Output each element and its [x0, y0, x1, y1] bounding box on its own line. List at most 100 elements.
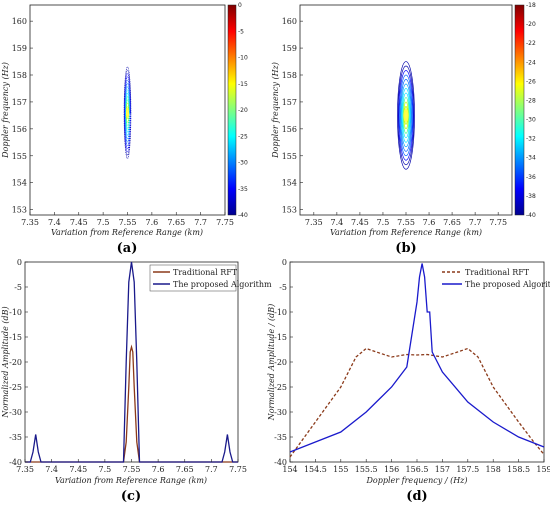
contour-ring	[402, 92, 410, 139]
y-tick-label: 153	[282, 206, 297, 215]
colorbar-tick-label: -36	[526, 174, 536, 181]
panel-d-legend: Traditional RFT The proposed Algorithm	[442, 268, 550, 289]
panel-c-yticks: 0 -5 -10 -15 -20 -25 -30 -35 -40	[9, 258, 28, 467]
panel-c-legend-rft: Traditional RFT	[173, 268, 238, 277]
x-tick-label: 7.65	[167, 218, 185, 227]
panel-b-xticks: 7.35 7.4 7.45 7.5 7.55 7.6 7.65 7.7 7.75	[305, 212, 507, 227]
x-tick-label: 7.35	[16, 465, 34, 474]
panel-d-xticks: 154 154.5 155 155.5 156 156.5 157 157.5 158 158.5…	[282, 459, 550, 474]
series-line-proposed	[289, 263, 545, 453]
x-tick-label: 157	[435, 465, 450, 474]
colorbar-tick-label: -24	[526, 59, 536, 66]
colorbar-tick-label: -30	[238, 160, 248, 167]
contour-ring	[399, 74, 413, 157]
panel-b-colorbar	[514, 4, 525, 216]
contour-ring	[397, 65, 415, 166]
panel-b-colorbar-ticks: -18 -20 -22 -24 -26 -28 -30 -32 -34 -36 -38 -40	[526, 2, 536, 219]
contour-ring	[124, 73, 131, 153]
x-tick-label: 7.65	[176, 465, 194, 474]
x-tick-label: 7.55	[123, 465, 141, 474]
x-tick-label: 7.55	[397, 218, 415, 227]
y-tick-label: -5	[14, 283, 22, 292]
panel-c-frame	[24, 261, 239, 463]
panel-c-xticks: 7.35 7.4 7.45 7.5 7.55 7.6 7.65 7.7 7.75	[16, 459, 247, 474]
panel-d-legend-rft: Traditional RFT	[465, 268, 530, 277]
colorbar-tick-label: -22	[526, 40, 536, 47]
y-tick-label: 156	[282, 125, 297, 134]
contour-ring	[402, 97, 410, 134]
y-tick-label: -25	[274, 383, 287, 392]
y-tick-label: 155	[282, 152, 297, 161]
y-tick-label: 154	[12, 179, 27, 188]
panel-d: 154 154.5 155 155.5 156 156.5 157 157.5 158 158.5…	[267, 258, 550, 504]
y-tick-label: 153	[12, 206, 27, 215]
panel-c-ylabel: Normalized Amplitude (dB)	[1, 306, 10, 418]
x-tick-label: 7.75	[489, 218, 507, 227]
y-tick-label: 155	[12, 152, 27, 161]
x-tick-label: 7.6	[152, 465, 165, 474]
panel-c-xlabel: Variation from Reference Range (km)	[55, 476, 207, 485]
contour-ring	[123, 69, 132, 156]
contour-ring	[397, 61, 415, 170]
colorbar-tick-label: -10	[238, 55, 248, 62]
panel-d-xlabel: Doppler frequency / (Hz)	[365, 476, 467, 485]
x-tick-label: 7.45	[351, 218, 369, 227]
x-tick-label: 156.5	[406, 465, 429, 474]
contour-ring	[124, 79, 131, 146]
y-tick-label: -25	[9, 383, 22, 392]
series-line-proposed	[25, 261, 238, 463]
series-line-rft	[289, 347, 545, 458]
x-tick-label: 7.5	[97, 218, 110, 227]
colorbar-tick-label: -18	[526, 2, 536, 9]
x-tick-label: 7.75	[216, 218, 234, 227]
x-tick-label: 7.6	[146, 218, 159, 227]
panel-a-heatmap	[123, 66, 132, 159]
colorbar-tick-label: -5	[238, 28, 244, 35]
y-tick-label: 0	[282, 258, 287, 267]
panel-b: 7.35 7.4 7.45 7.5 7.55 7.6 7.65 7.7 7.75 1531541…	[271, 2, 536, 256]
x-tick-label: 7.7	[205, 465, 218, 474]
x-tick-label: 7.7	[469, 218, 482, 227]
peak-core	[403, 108, 409, 122]
y-tick-label: -15	[9, 333, 22, 342]
panel-d-yticks: 0 -5 -10 -15 -20 -25 -30 -35 -40	[274, 258, 293, 467]
colorbar-tick-label: -40	[526, 212, 536, 219]
x-tick-label: 154	[282, 465, 297, 474]
panel-d-legend-proposed: The proposed Algorithm	[465, 280, 550, 289]
y-tick-label: 160	[282, 17, 297, 26]
colorbar-tick-label: -28	[526, 97, 536, 104]
panel-b-ylabel: Doppler frequency (Hz)	[271, 62, 280, 159]
x-tick-label: 7.45	[70, 218, 88, 227]
y-tick-label: -40	[274, 458, 287, 467]
x-tick-label: 159	[536, 465, 550, 474]
x-tick-label: 7.65	[443, 218, 461, 227]
panel-b-yticks: 153 154 155 156 157 158 159 160	[282, 17, 303, 215]
colorbar-tick-label: -30	[526, 117, 536, 124]
colorbar-tick-label: -25	[238, 133, 248, 140]
panel-c-lines	[25, 261, 238, 463]
y-tick-label: 0	[17, 258, 22, 267]
x-tick-label: 7.45	[69, 465, 87, 474]
y-tick-label: -15	[274, 333, 287, 342]
y-tick-label: -10	[9, 308, 22, 317]
colorbar-tick-label: -20	[526, 21, 536, 28]
series-line-rft	[25, 344, 238, 463]
x-tick-label: 7.6	[423, 218, 436, 227]
y-tick-label: 158	[282, 71, 297, 80]
x-tick-label: 7.5	[99, 465, 112, 474]
y-tick-label: -35	[9, 433, 22, 442]
colorbar-tick-label: -40	[238, 212, 248, 219]
x-tick-label: 7.5	[377, 218, 390, 227]
y-tick-label: 158	[12, 71, 27, 80]
contour-ring	[400, 83, 412, 148]
panel-d-label: (d)	[406, 489, 427, 504]
panel-a-yticks: 153 154 155 156 157 158 159 160	[12, 17, 33, 215]
x-tick-label: 156	[384, 465, 399, 474]
panel-a-xticks: 7.35 7.4 7.45 7.5 7.55 7.6 7.65 7.7 7.75	[21, 212, 234, 227]
x-tick-label: 158.5	[507, 465, 530, 474]
panel-a-xlabel: Variation from Reference Range (km)	[51, 228, 203, 237]
colorbar-tick-label: -32	[526, 136, 536, 143]
panel-c-legend: Traditional RFT The proposed Algorithm	[149, 264, 272, 292]
panel-a: 7.35 7.4 7.45 7.5 7.55 7.6 7.65 7.7 7.75 1531541…	[1, 2, 248, 256]
